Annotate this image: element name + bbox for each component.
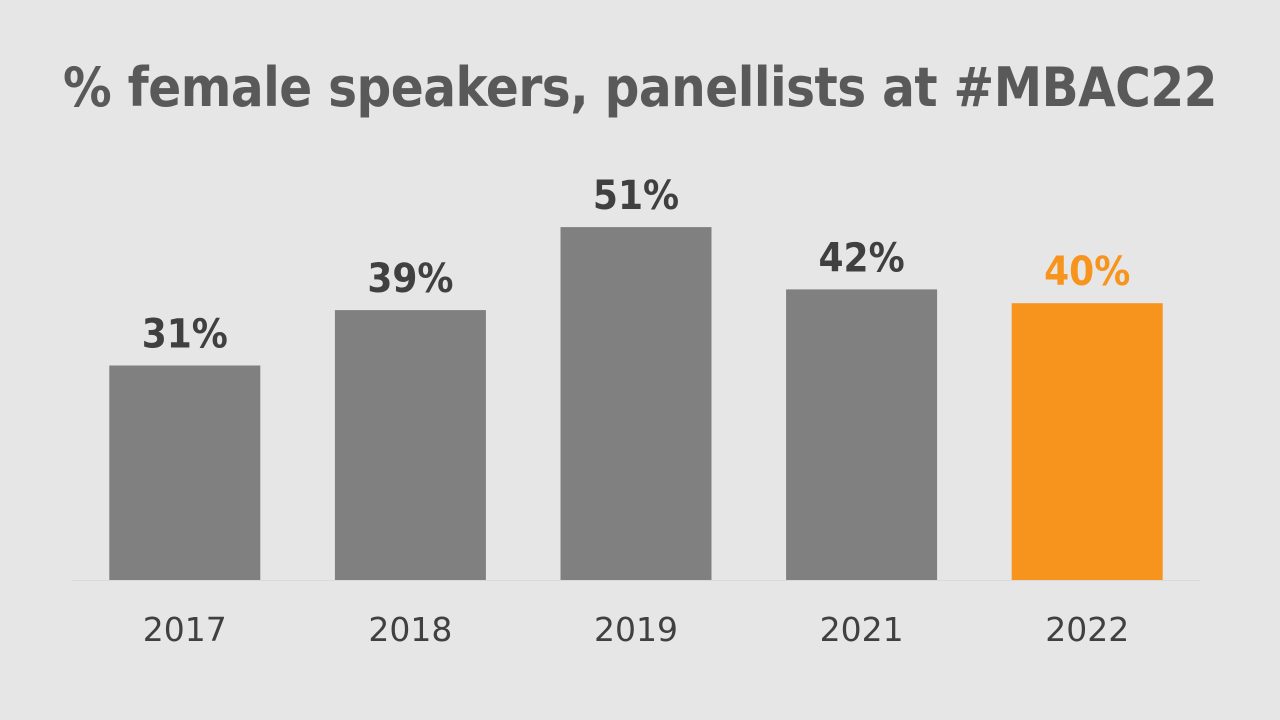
data-label-2019: 51% [593, 173, 679, 219]
bar-2018 [334, 310, 486, 580]
data-label-2021: 42% [819, 235, 905, 281]
x-tick-label-2017: 2017 [143, 610, 227, 649]
bar-2021 [786, 289, 938, 580]
x-tick-label-2019: 2019 [594, 610, 678, 649]
data-label-2022: 40% [1044, 249, 1130, 295]
bar-2017 [109, 365, 261, 580]
data-label-2017: 31% [142, 312, 228, 358]
x-tick-label-2021: 2021 [820, 610, 904, 649]
chart-title: % female speakers, panellists at #MBAC22 [63, 56, 1217, 119]
data-label-2018: 39% [367, 256, 453, 302]
x-tick-label-2022: 2022 [1045, 610, 1129, 649]
bar-2019 [560, 227, 712, 580]
bar-2022 [1011, 303, 1163, 580]
x-tick-label-2018: 2018 [368, 610, 452, 649]
